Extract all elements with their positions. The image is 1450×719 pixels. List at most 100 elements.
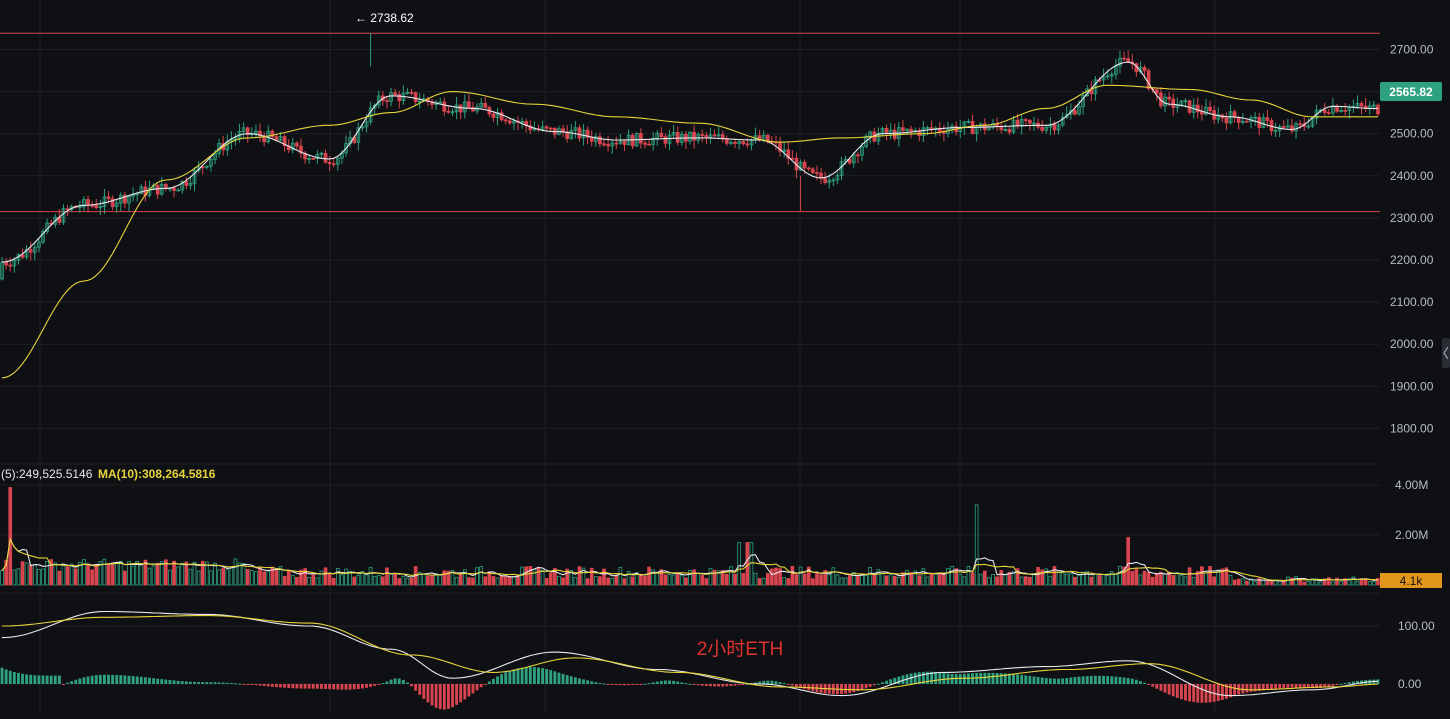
candle-body xyxy=(1105,75,1110,78)
macd-bar xyxy=(324,684,327,690)
candle-body xyxy=(1265,117,1270,122)
volume-bar xyxy=(209,570,213,586)
macd-bar xyxy=(528,666,532,684)
volume-bar xyxy=(106,563,111,586)
candle-body xyxy=(569,130,574,139)
candle-body xyxy=(450,111,455,114)
volume-bar xyxy=(295,576,299,586)
candle-body xyxy=(438,101,443,104)
macd-bar xyxy=(307,684,311,689)
candle-body xyxy=(172,187,176,191)
macd-bar xyxy=(4,669,8,684)
volume-bar xyxy=(1343,578,1348,586)
volume-panel[interactable]: 4.00M 2.00M (5):249,525.5146 MA(10):308,2… xyxy=(0,463,1442,588)
candle-body xyxy=(1056,124,1061,131)
candle-body xyxy=(1101,75,1106,81)
macd-bar xyxy=(29,674,33,684)
macd-bar xyxy=(332,684,336,690)
volume-bar xyxy=(757,578,762,586)
macd-bar xyxy=(1331,684,1335,686)
volume-bar xyxy=(1376,577,1380,586)
candle-body xyxy=(737,141,741,144)
macd-bar xyxy=(1286,684,1290,688)
volume-bar xyxy=(258,566,262,586)
candle-body xyxy=(299,145,303,154)
volume-bar xyxy=(598,576,602,586)
volume-bar xyxy=(409,577,414,586)
macd-bar xyxy=(1139,681,1142,684)
candle-body xyxy=(831,179,836,182)
candle-body xyxy=(806,167,811,170)
volume-bar xyxy=(237,562,242,586)
macd-bar xyxy=(745,683,749,685)
volume-bar xyxy=(1318,581,1323,586)
volume-ma5-line xyxy=(1,537,1379,582)
candle-body xyxy=(1023,119,1028,121)
macd-bar xyxy=(1110,676,1114,684)
macd-bar xyxy=(717,684,721,687)
macd-bar xyxy=(451,684,454,708)
volume-bar xyxy=(241,563,246,586)
volume-bar xyxy=(753,572,758,586)
candle-body xyxy=(745,143,750,146)
macd-bar xyxy=(1089,675,1093,684)
macd-bar xyxy=(614,684,618,685)
volume-bar xyxy=(872,573,877,586)
candle-body xyxy=(397,94,402,102)
macd-bar xyxy=(1159,684,1163,691)
volume-bar xyxy=(1175,572,1180,586)
volume-bar xyxy=(356,575,361,586)
macd-bar xyxy=(692,684,696,685)
volume-bar xyxy=(221,568,226,586)
candle-body xyxy=(692,131,696,141)
macd-bar xyxy=(369,684,373,687)
macd-bar xyxy=(180,681,184,684)
macd-bar xyxy=(553,671,557,684)
macd-panel[interactable]: 100.00 0.00 2小时ETH xyxy=(0,592,1435,710)
macd-bar xyxy=(979,672,983,684)
volume-bar xyxy=(327,573,332,586)
volume-bar xyxy=(1187,567,1192,586)
candle-body xyxy=(499,112,504,121)
candle-body xyxy=(1298,123,1302,126)
volume-bar xyxy=(524,566,529,586)
scroll-handle[interactable] xyxy=(1442,338,1450,368)
candle-body xyxy=(1118,57,1122,67)
macd-bar xyxy=(401,679,405,684)
volume-bar xyxy=(401,575,406,586)
macd-bar xyxy=(131,676,135,684)
volume-bar xyxy=(1351,576,1356,586)
candle-body xyxy=(94,205,99,209)
volume-bar xyxy=(983,570,987,586)
macd-bar xyxy=(463,684,467,700)
macd-bar xyxy=(930,671,934,684)
macd-bar xyxy=(725,684,729,687)
macd-bar xyxy=(434,684,438,708)
volume-bar xyxy=(876,569,881,586)
candle-body xyxy=(593,136,598,142)
volume-bar xyxy=(888,574,893,586)
price-panel[interactable]: 2700.002600.002500.002400.002300.002200.… xyxy=(0,11,1442,435)
volume-bar xyxy=(1245,580,1249,586)
macd-bar xyxy=(291,684,295,689)
volume-bar xyxy=(802,573,807,586)
macd-bar xyxy=(492,678,495,684)
volume-bar xyxy=(368,566,373,586)
volume-bar xyxy=(458,574,463,586)
volume-bar xyxy=(1028,576,1032,586)
macd-signal-line xyxy=(2,615,1379,691)
macd-bar xyxy=(1323,684,1327,688)
volume-bar xyxy=(192,561,197,586)
candle-body xyxy=(1003,128,1008,131)
macd-bar xyxy=(217,682,221,684)
macd-bar xyxy=(729,684,733,687)
macd-bar xyxy=(1360,680,1364,684)
macd-bar xyxy=(1294,684,1298,688)
volume-bar xyxy=(1331,581,1335,586)
macd-bar xyxy=(663,680,667,684)
volume-bar xyxy=(155,562,160,586)
macd-bar xyxy=(651,682,655,684)
volume-bar xyxy=(962,576,967,586)
